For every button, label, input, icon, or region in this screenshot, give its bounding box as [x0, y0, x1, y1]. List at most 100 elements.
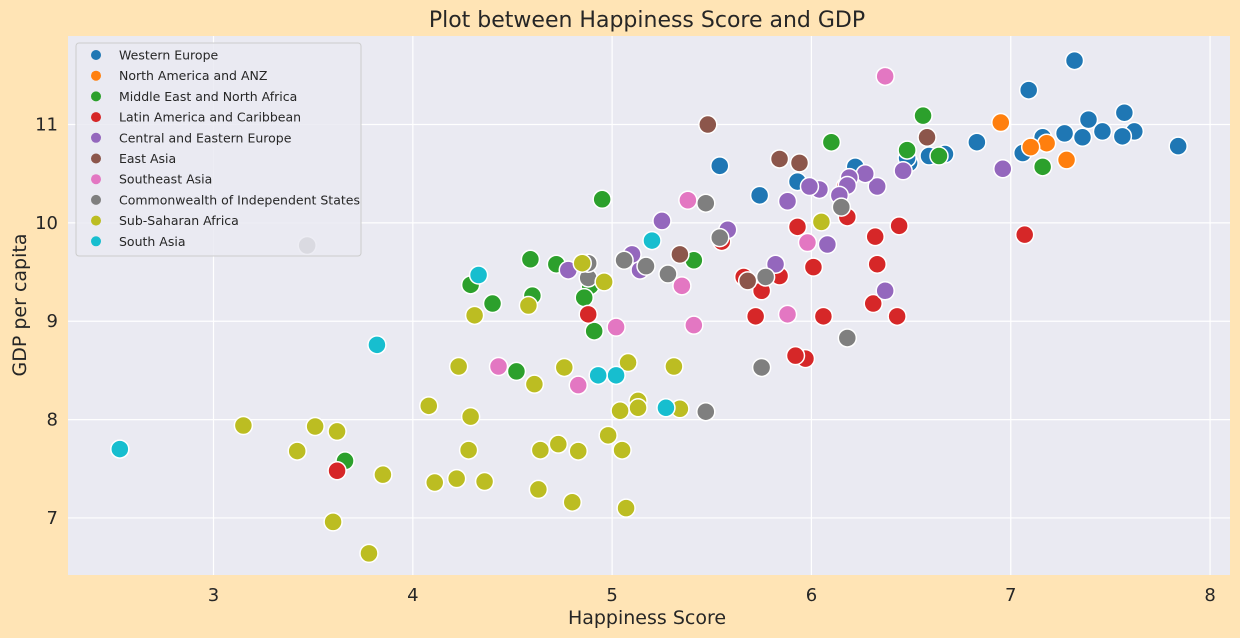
- data-point: [548, 434, 569, 454]
- data-point: [568, 375, 588, 395]
- data-point: [817, 234, 838, 255]
- data-point: [897, 140, 917, 160]
- legend-marker: [91, 174, 101, 185]
- data-point: [777, 304, 798, 325]
- x-axis-label: Happiness Score: [568, 607, 726, 629]
- data-point: [865, 226, 885, 247]
- data-point: [528, 479, 549, 500]
- data-point: [524, 374, 545, 394]
- data-point: [837, 328, 858, 348]
- x-tick-label: 5: [606, 585, 617, 606]
- data-point: [696, 193, 716, 213]
- data-point: [572, 253, 592, 273]
- data-point: [594, 272, 614, 292]
- y-axis-ticks: 7 8 9 10 11: [35, 115, 58, 529]
- x-tick-label: 4: [407, 585, 418, 606]
- legend-marker: [91, 236, 101, 247]
- data-point: [1032, 157, 1053, 177]
- data-point: [1072, 127, 1093, 148]
- data-point: [464, 305, 485, 326]
- data-point: [618, 352, 638, 373]
- data-point: [530, 440, 551, 460]
- legend-marker: [91, 70, 101, 81]
- data-point: [917, 127, 937, 148]
- data-point: [468, 265, 489, 285]
- data-point: [592, 189, 612, 210]
- data-point: [1020, 137, 1041, 157]
- data-point: [749, 185, 770, 206]
- x-tick-label: 6: [806, 585, 817, 606]
- data-point: [482, 293, 503, 314]
- legend-label: Southeast Asia: [119, 172, 212, 187]
- x-tick-label: 8: [1204, 585, 1215, 606]
- data-point: [745, 306, 766, 327]
- legend-marker: [91, 50, 101, 60]
- legend-label: Commonwealth of Independent States: [119, 192, 360, 207]
- data-point: [327, 421, 347, 442]
- x-tick-label: 7: [1005, 585, 1016, 606]
- data-point: [424, 472, 445, 493]
- series-group: [991, 112, 1077, 170]
- data-point: [821, 132, 842, 152]
- data-point: [875, 280, 895, 301]
- legend-label: Middle East and North Africa: [119, 89, 297, 104]
- data-point: [1054, 123, 1075, 144]
- data-point: [636, 256, 656, 276]
- data-point: [875, 66, 895, 87]
- data-point: [658, 264, 678, 284]
- data-point: [616, 498, 636, 518]
- data-point: [813, 306, 834, 327]
- data-point: [710, 156, 730, 176]
- data-point: [913, 105, 933, 126]
- data-point: [1036, 133, 1057, 153]
- data-point: [789, 153, 810, 173]
- legend-marker: [91, 91, 101, 102]
- legend-label: North America and ANZ: [119, 68, 267, 83]
- data-point: [1056, 150, 1077, 170]
- data-point: [584, 321, 604, 341]
- y-tick-label: 7: [47, 508, 58, 529]
- data-point: [606, 365, 626, 386]
- data-point: [1014, 224, 1035, 245]
- data-point: [656, 398, 676, 418]
- data-point: [578, 304, 598, 325]
- data-point: [1112, 126, 1133, 147]
- data-point: [287, 441, 307, 461]
- legend-label: South Asia: [119, 234, 186, 249]
- legend-marker: [91, 132, 101, 143]
- legend-marker: [91, 153, 101, 164]
- data-point: [460, 406, 481, 427]
- y-axis-label: GDP per capita: [9, 234, 31, 377]
- data-point: [327, 460, 347, 481]
- data-point: [1064, 50, 1085, 71]
- series-group: [233, 212, 832, 564]
- data-point: [698, 114, 718, 135]
- data-point: [797, 232, 818, 253]
- legend-marker: [91, 194, 101, 205]
- data-point: [598, 425, 618, 446]
- data-point: [1168, 136, 1188, 156]
- data-point: [1018, 80, 1039, 100]
- data-point: [863, 293, 883, 314]
- data-point: [710, 227, 730, 248]
- data-point: [562, 492, 583, 512]
- data-point: [367, 335, 387, 355]
- data-point: [1114, 102, 1135, 123]
- legend-label: Central and Eastern Europe: [119, 130, 292, 145]
- data-point: [474, 471, 495, 492]
- data-point: [1092, 121, 1113, 142]
- data-point: [889, 216, 909, 236]
- data-point: [588, 365, 608, 386]
- data-point: [606, 317, 626, 337]
- data-point: [737, 271, 758, 291]
- data-point: [787, 217, 808, 237]
- x-axis-ticks: 3 4 5 6 7 8: [208, 585, 1216, 606]
- data-point: [568, 441, 588, 461]
- data-point: [803, 257, 824, 277]
- data-point: [867, 254, 887, 274]
- data-point: [612, 440, 632, 460]
- data-point: [765, 254, 786, 274]
- y-tick-label: 10: [35, 213, 58, 234]
- legend-label: East Asia: [119, 151, 176, 166]
